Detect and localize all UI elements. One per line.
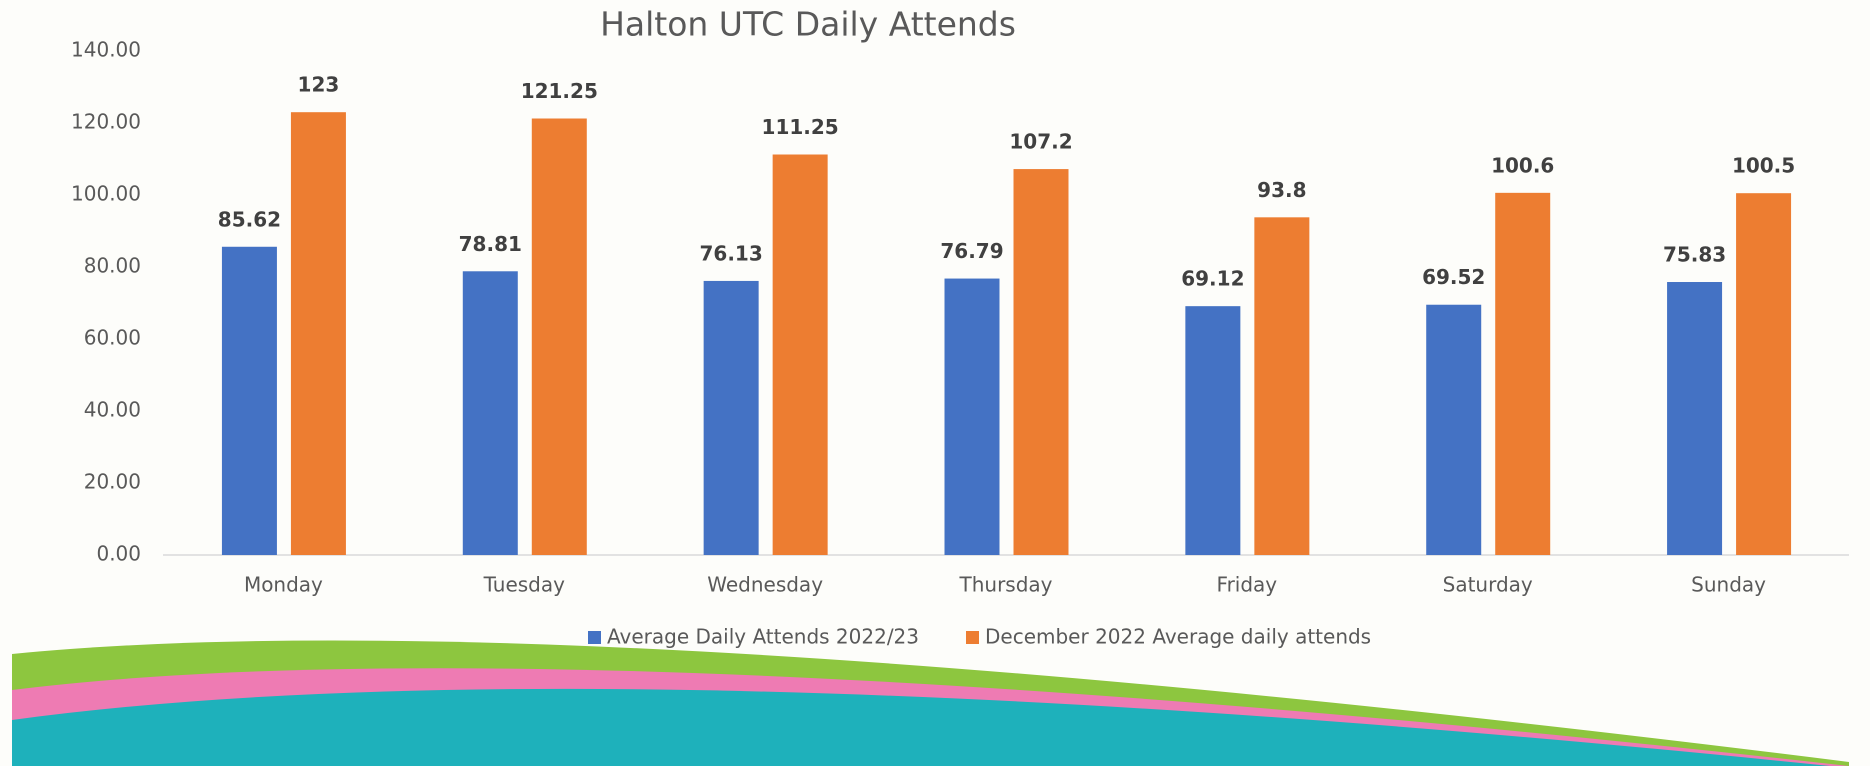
legend-swatch <box>966 631 979 644</box>
bar <box>945 279 1000 555</box>
value-label: 100.5 <box>1732 154 1795 178</box>
x-tick-label: Thursday <box>959 573 1053 597</box>
value-label: 121.25 <box>521 79 598 103</box>
value-label: 69.12 <box>1181 267 1244 291</box>
bar <box>1185 306 1240 555</box>
bar <box>222 247 277 555</box>
value-label: 78.81 <box>459 232 522 256</box>
value-label: 69.52 <box>1422 265 1485 289</box>
bar <box>773 155 828 556</box>
bar <box>1495 193 1550 555</box>
y-tick-label: 40.00 <box>84 398 141 422</box>
value-label: 100.6 <box>1491 153 1554 177</box>
y-tick-label: 60.00 <box>84 326 141 350</box>
x-tick-label: Monday <box>244 573 323 597</box>
value-label: 123 <box>298 73 340 97</box>
y-tick-label: 20.00 <box>84 470 141 494</box>
value-label: 107.2 <box>1009 130 1072 154</box>
bar <box>1014 169 1069 555</box>
bar <box>1426 305 1481 555</box>
x-tick-label: Sunday <box>1691 573 1766 597</box>
legend-label: Average Daily Attends 2022/23 <box>607 625 919 649</box>
value-label: 76.79 <box>940 239 1003 263</box>
bar <box>532 119 587 556</box>
x-tick-label: Wednesday <box>707 573 823 597</box>
y-tick-label: 140.00 <box>71 38 141 62</box>
value-label: 111.25 <box>762 115 839 139</box>
bar <box>1667 282 1722 555</box>
y-tick-label: 0.00 <box>96 542 141 566</box>
bar <box>1254 217 1309 555</box>
x-tick-label: Tuesday <box>483 573 566 597</box>
value-label: 75.83 <box>1663 243 1726 267</box>
bar <box>1736 193 1791 555</box>
y-tick-label: 120.00 <box>71 110 141 134</box>
legend-swatch <box>588 631 601 644</box>
value-label: 76.13 <box>700 241 763 265</box>
value-label: 93.8 <box>1257 178 1306 202</box>
y-tick-label: 80.00 <box>84 254 141 278</box>
bar <box>291 112 346 555</box>
chart-title: Halton UTC Daily Attends <box>600 5 1016 44</box>
bar <box>704 281 759 555</box>
x-tick-label: Saturday <box>1443 573 1533 597</box>
legend-label: December 2022 Average daily attends <box>985 625 1371 649</box>
y-tick-label: 100.00 <box>71 182 141 206</box>
value-label: 85.62 <box>218 207 281 231</box>
bar <box>463 271 518 555</box>
chart: Halton UTC Daily Attends Average Daily A… <box>0 0 1870 766</box>
page: Halton UTC Daily Attends Average Daily A… <box>0 0 1870 766</box>
x-tick-label: Friday <box>1217 573 1278 597</box>
